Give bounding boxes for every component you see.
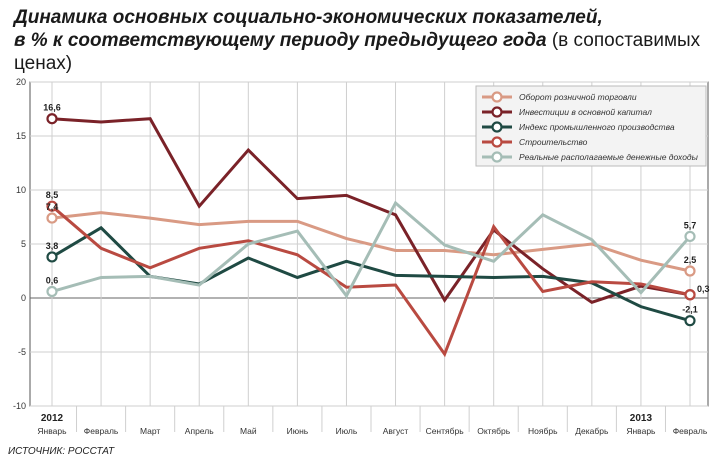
legend-box — [475, 85, 707, 167]
series-endpoint-marker — [46, 285, 58, 298]
x-tick-label: Апрель — [185, 426, 214, 436]
x-tick-label: Август — [383, 426, 409, 436]
legend-swatch-marker — [491, 136, 503, 148]
legend-swatch-marker — [491, 121, 503, 133]
series-endpoint-marker — [684, 265, 696, 277]
data-label: 8,5 — [46, 190, 59, 200]
year-label: 2012 — [41, 413, 64, 424]
legend-label: Строительство — [519, 137, 588, 147]
series-line — [51, 117, 691, 304]
series-endpoint-marker — [46, 113, 58, 125]
y-tick-label: 0 — [21, 293, 26, 303]
legend: Оборот розничной торговли Инвестиции в ос… — [475, 85, 707, 167]
x-tick-label: Февраль — [673, 426, 708, 436]
source-note: ИСТОЧНИК: РОССТАТ — [8, 446, 115, 457]
y-tick-label: 5 — [21, 239, 26, 249]
y-tick-label: 10 — [16, 185, 26, 195]
series-line — [51, 205, 691, 358]
series-endpoint-marker — [684, 315, 696, 327]
data-label: 5,7 — [684, 220, 697, 230]
x-tick-label: Ноябрь — [528, 426, 558, 436]
data-label: 2,5 — [684, 255, 697, 265]
series-0 — [46, 211, 696, 277]
x-tick-label: Январь — [37, 426, 67, 436]
x-tick-label: Июнь — [287, 426, 309, 436]
data-label: 0,3 — [697, 284, 710, 294]
data-label: -2,1 — [682, 305, 698, 315]
y-tick-label: -10 — [13, 401, 26, 411]
legend-label: Реальные располагаемые денежные доходы — [519, 152, 699, 162]
x-tick-label: Февраль — [84, 426, 119, 436]
series-line — [51, 200, 692, 299]
legend-swatch-marker — [491, 151, 503, 163]
legend-label: Индекс промышленного производства — [519, 122, 675, 132]
x-tick-label: Июль — [336, 426, 358, 436]
x-tick-label: Май — [240, 426, 257, 436]
x-tick-label: Сентябрь — [426, 426, 465, 436]
chart-title: Динамика основных социально-экономически… — [14, 6, 714, 75]
legend-swatch-marker — [491, 106, 503, 118]
series-endpoint-marker — [684, 289, 696, 301]
legend-label: Инвестиции в основной капитал — [519, 107, 652, 117]
data-label: 0,6 — [46, 276, 59, 286]
title-line-2-bold: в % к соответствующему периоду предыдуще… — [14, 30, 547, 51]
y-tick-label: 15 — [16, 131, 26, 141]
x-tick-label: Декабрь — [575, 426, 609, 436]
data-label: 3,8 — [46, 241, 59, 251]
series-3 — [46, 200, 696, 358]
data-label: 16,6 — [43, 103, 61, 113]
series-endpoint-marker — [684, 230, 696, 243]
x-tick-label: Октябрь — [477, 426, 511, 436]
series-endpoint-marker — [46, 200, 58, 212]
legend-swatch-marker — [491, 91, 503, 103]
series-endpoint-marker — [46, 251, 58, 263]
series-line — [51, 211, 691, 273]
legend-label: Оборот розничной торговли — [519, 92, 637, 102]
y-tick-label: -5 — [18, 347, 26, 357]
year-label: 2013 — [630, 413, 653, 424]
series-4 — [46, 200, 696, 299]
x-tick-label: Январь — [626, 426, 656, 436]
title-line-1: Динамика основных социально-экономически… — [14, 7, 603, 28]
x-tick-label: Март — [140, 426, 160, 436]
series-endpoint-marker — [46, 212, 58, 224]
y-tick-label: 20 — [16, 77, 26, 87]
title-line-2-light: (в сопоставимых ценах) — [14, 30, 701, 74]
data-label: 7,4 — [46, 202, 59, 212]
title-line-2: в % к соответствующему периоду предыдуще… — [14, 29, 714, 75]
